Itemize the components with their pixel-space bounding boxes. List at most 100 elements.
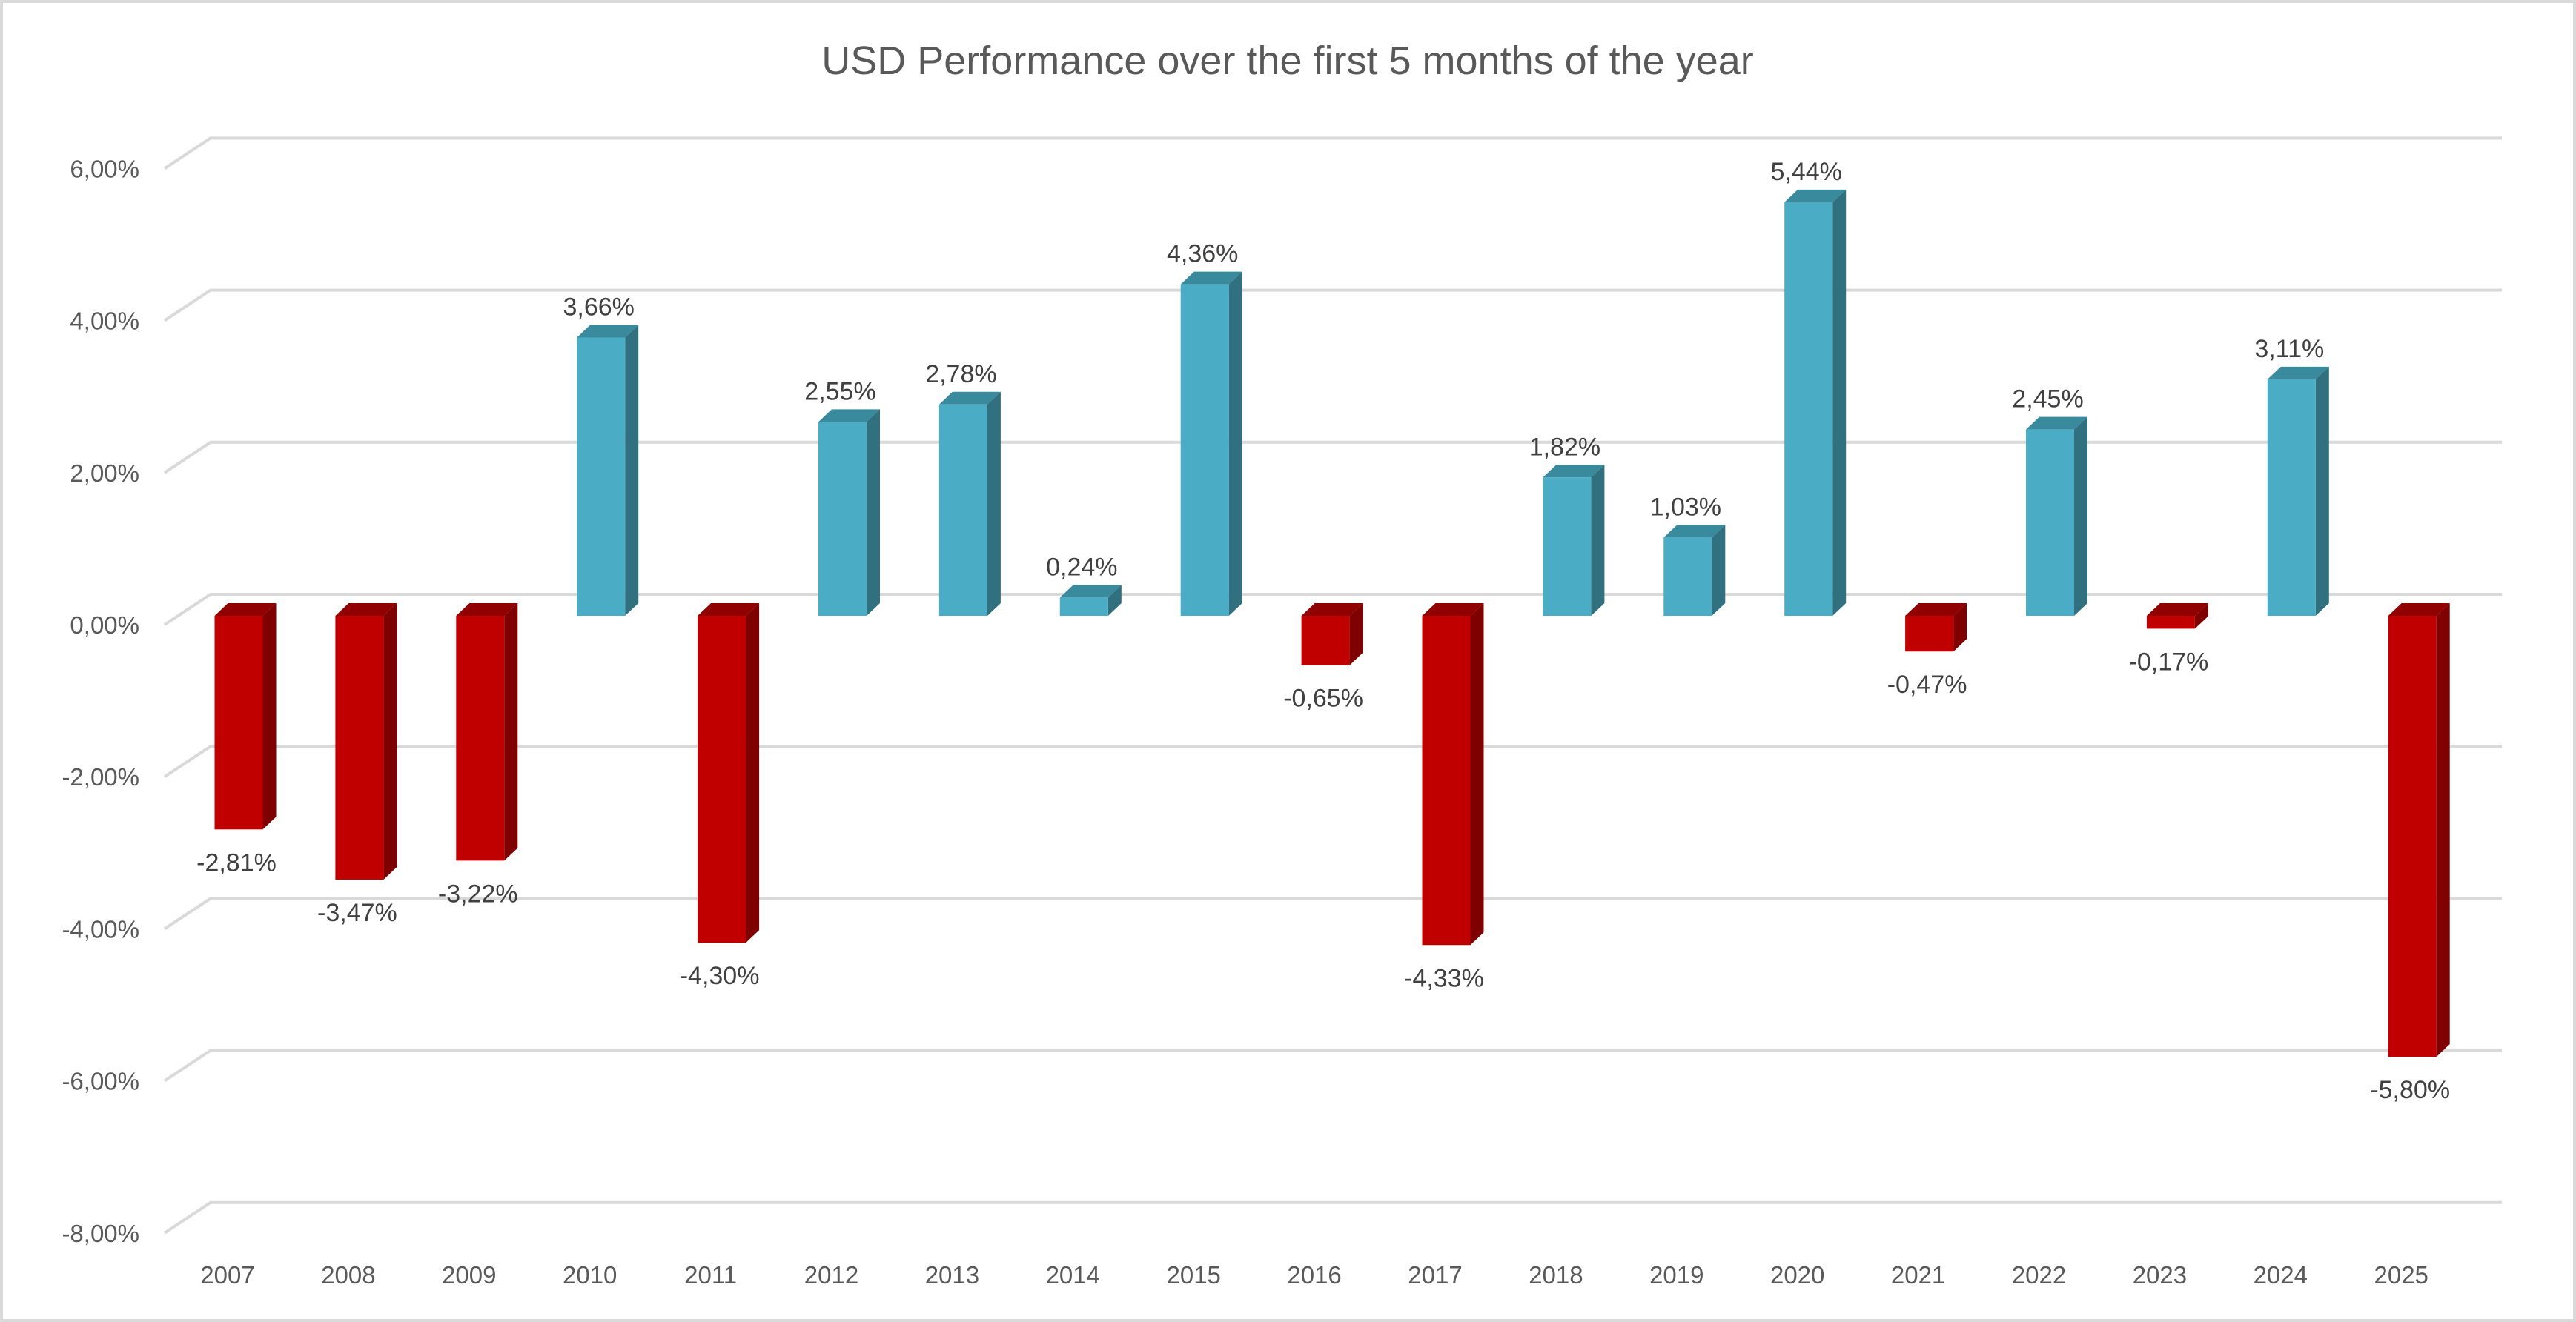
bar-top-face xyxy=(698,603,760,616)
bars xyxy=(214,189,2450,1057)
x-category-label: 2008 xyxy=(321,1261,375,1289)
bar-front-face xyxy=(1543,477,1592,616)
x-category-label: 2025 xyxy=(2374,1261,2428,1289)
x-category-label: 2023 xyxy=(2133,1261,2187,1289)
bar-side-face xyxy=(2315,366,2329,616)
gridline xyxy=(163,1200,2502,1235)
bar-side-face xyxy=(2436,603,2450,1057)
bar-front-face xyxy=(2267,379,2316,616)
y-axis-ticks: 6,00% 4,00% 2,00% 0,00% -2,00% -4,00% -6,00% -8… xyxy=(62,155,139,1246)
data-label: -4,33% xyxy=(1404,964,1484,992)
bar-side-face xyxy=(1107,585,1122,616)
bar-front-face xyxy=(1422,616,1471,946)
bar-front-face xyxy=(818,422,867,616)
bar-2008 xyxy=(335,603,397,880)
data-label: 2,55% xyxy=(804,377,875,405)
x-category-label: 2021 xyxy=(1891,1261,1945,1289)
x-category-label: 2024 xyxy=(2254,1261,2308,1289)
bar-side-face xyxy=(1228,271,1242,616)
bar-top-face xyxy=(2146,603,2208,616)
data-labels: -2,81% -3,47% -3,22% 3,66% -4,30% 2,55% 2,78% 0… xyxy=(196,158,2450,1104)
y-tick-label: -6,00% xyxy=(62,1068,139,1095)
x-category-label: 2012 xyxy=(804,1261,858,1289)
data-label: 5,44% xyxy=(1770,158,1841,186)
x-category-label: 2020 xyxy=(1770,1261,1824,1289)
bar-top-face xyxy=(1180,271,1242,285)
data-label: -2,81% xyxy=(196,848,277,877)
bar-2015 xyxy=(1180,271,1242,616)
bar-front-face xyxy=(214,616,263,830)
bar-side-face xyxy=(2194,603,2208,629)
bar-2024 xyxy=(2267,366,2329,616)
bar-2023 xyxy=(2146,603,2208,629)
bar-top-face xyxy=(335,603,397,616)
x-category-label: 2017 xyxy=(1408,1261,1462,1289)
bar-top-face xyxy=(1784,189,1847,202)
x-category-label: 2009 xyxy=(442,1261,496,1289)
bar-front-face xyxy=(1905,616,1954,652)
bar-2019 xyxy=(1663,525,1726,616)
bar-2025 xyxy=(2388,603,2450,1057)
bar-top-face xyxy=(1543,465,1605,478)
bar-2016 xyxy=(1301,603,1363,665)
gridline xyxy=(163,745,2502,778)
bar-side-face xyxy=(1349,603,1363,665)
gridline xyxy=(163,897,2502,931)
x-category-label: 2018 xyxy=(1529,1261,1583,1289)
bar-2010 xyxy=(577,325,639,616)
bar-2014 xyxy=(1059,585,1122,616)
bar-side-face xyxy=(746,603,760,943)
bar-side-face xyxy=(1591,465,1605,616)
data-label: 4,36% xyxy=(1167,240,1238,268)
bar-2017 xyxy=(1422,603,1484,946)
bar-top-face xyxy=(1301,603,1363,616)
x-axis-categories: 2007 2008 2009 2010 2011 2012 2013 2014 2015 2016… xyxy=(200,1261,2428,1289)
gridline xyxy=(163,440,2502,474)
bar-2011 xyxy=(698,603,760,943)
bar-front-face xyxy=(2146,616,2195,629)
gridline xyxy=(163,136,2502,170)
x-category-label: 2010 xyxy=(563,1261,617,1289)
bar-front-face xyxy=(698,616,746,943)
x-category-label: 2007 xyxy=(200,1261,254,1289)
bar-side-face xyxy=(1470,603,1484,946)
bar-top-face xyxy=(2388,603,2450,616)
bar-front-face xyxy=(456,616,505,861)
data-label: -4,30% xyxy=(680,962,760,990)
bar-top-face xyxy=(1663,525,1726,538)
bar-front-face xyxy=(1059,597,1108,616)
y-tick-label: -4,00% xyxy=(62,915,139,943)
bar-front-face xyxy=(2026,429,2074,616)
x-category-label: 2016 xyxy=(1287,1261,1341,1289)
bar-front-face xyxy=(1301,616,1350,665)
bar-front-face xyxy=(1784,202,1833,617)
bar-2013 xyxy=(938,391,1001,616)
bar-2020 xyxy=(1784,189,1847,617)
y-tick-label: 2,00% xyxy=(70,459,139,487)
gridlines xyxy=(163,136,2502,1235)
data-label: -0,65% xyxy=(1283,685,1363,713)
x-category-label: 2011 xyxy=(684,1261,737,1289)
bar-top-face xyxy=(2267,366,2329,379)
x-category-label: 2022 xyxy=(2012,1261,2066,1289)
bar-front-face xyxy=(938,404,987,616)
data-label: 2,78% xyxy=(925,360,996,388)
bar-top-face xyxy=(1059,585,1122,598)
data-label: -3,47% xyxy=(317,899,397,927)
data-label: 3,11% xyxy=(2254,335,2324,363)
bar-top-face xyxy=(2026,416,2087,430)
bar-2018 xyxy=(1543,465,1605,616)
bar-side-face xyxy=(1832,189,1847,616)
bar-front-face xyxy=(1663,537,1712,616)
x-category-label: 2015 xyxy=(1166,1261,1220,1289)
data-label: -0,17% xyxy=(2129,648,2209,676)
data-label: -5,80% xyxy=(2370,1076,2450,1104)
data-label: 0,24% xyxy=(1046,553,1117,581)
data-label: 1,82% xyxy=(1529,433,1600,461)
gridline xyxy=(163,593,2502,626)
bar-front-face xyxy=(2388,616,2437,1057)
bar-top-face xyxy=(938,391,1001,405)
bar-front-face xyxy=(335,616,384,880)
bar-top-face xyxy=(1422,603,1484,616)
